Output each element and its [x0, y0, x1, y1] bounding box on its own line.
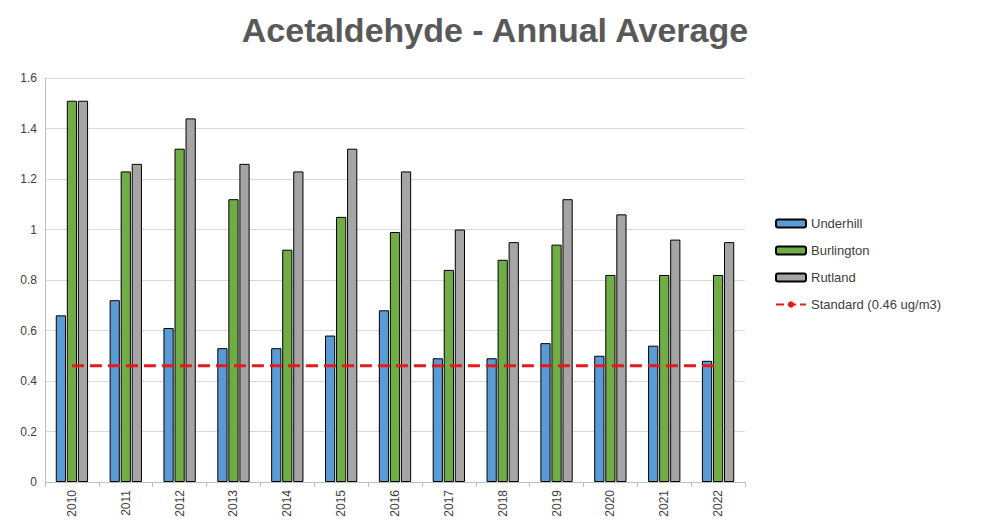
svg-text:2022: 2022: [711, 490, 725, 517]
svg-text:2019: 2019: [550, 490, 564, 517]
svg-text:0.6: 0.6: [20, 324, 37, 338]
svg-text:2013: 2013: [226, 490, 240, 517]
svg-text:Rutland: Rutland: [811, 270, 856, 285]
svg-text:2014: 2014: [280, 490, 294, 517]
svg-text:1.4: 1.4: [20, 122, 37, 136]
svg-text:2015: 2015: [334, 490, 348, 517]
svg-text:1: 1: [30, 223, 37, 237]
svg-text:2010: 2010: [65, 490, 79, 517]
svg-text:1.6: 1.6: [20, 71, 37, 85]
svg-text:2016: 2016: [388, 490, 402, 517]
svg-text:2020: 2020: [603, 490, 617, 517]
svg-text:0: 0: [30, 475, 37, 489]
svg-text:2021: 2021: [657, 490, 671, 517]
svg-text:2018: 2018: [496, 490, 510, 517]
svg-text:2011: 2011: [119, 490, 133, 516]
svg-text:2012: 2012: [173, 490, 187, 517]
svg-text:Standard (0.46 ug/m3): Standard (0.46 ug/m3): [811, 297, 941, 312]
svg-text:Acetaldehyde - Annual Average: Acetaldehyde - Annual Average: [242, 11, 748, 49]
svg-text:0.8: 0.8: [20, 273, 37, 287]
svg-text:Underhill: Underhill: [811, 216, 862, 231]
svg-text:Burlington: Burlington: [811, 243, 870, 258]
svg-text:0.2: 0.2: [20, 425, 37, 439]
svg-text:0.4: 0.4: [20, 374, 37, 388]
svg-text:1.2: 1.2: [20, 172, 37, 186]
svg-text:2017: 2017: [442, 490, 456, 517]
